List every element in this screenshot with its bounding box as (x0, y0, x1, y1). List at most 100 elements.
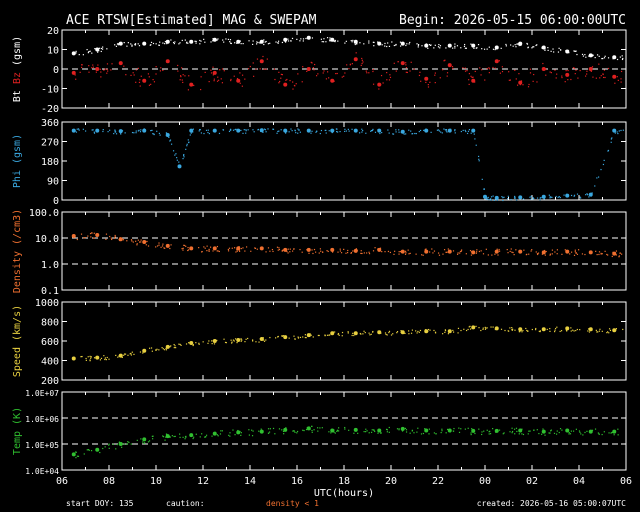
scatter-dot (292, 81, 294, 83)
scatter-dot (610, 141, 612, 143)
scatter-dot (228, 130, 231, 133)
scatter-dot (291, 37, 294, 40)
scatter-dot (592, 54, 594, 56)
scatter-dot (245, 129, 247, 131)
scatter-dot (339, 248, 341, 250)
scatter-dot (185, 42, 188, 44)
scatter-dot (384, 251, 386, 253)
scatter-dot (120, 133, 122, 135)
data-point (377, 428, 382, 433)
scatter-dot (332, 129, 335, 131)
scatter-dot (438, 43, 440, 46)
scatter-dot (140, 75, 142, 77)
scatter-dot (568, 52, 570, 54)
scatter-dot (476, 251, 478, 253)
scatter-dot (550, 430, 552, 432)
scatter-dot (444, 129, 447, 131)
scatter-dot (370, 333, 372, 335)
scatter-dot (595, 77, 597, 79)
scatter-dot (464, 70, 467, 72)
scatter-dot (408, 129, 410, 131)
scatter-dot (346, 64, 348, 66)
scatter-dot (444, 331, 446, 333)
scatter-dot (192, 437, 194, 440)
scatter-dot (347, 331, 349, 333)
scatter-dot (87, 52, 89, 54)
scatter-dot (508, 330, 510, 332)
scatter-dot (245, 338, 247, 340)
scatter-dot (75, 50, 77, 52)
scatter-dot (291, 250, 294, 252)
scatter-dot (551, 253, 553, 255)
scatter-dot (313, 429, 315, 431)
scatter-dot (444, 329, 446, 331)
scatter-dot (528, 83, 530, 86)
scatter-dot (230, 78, 232, 81)
scatter-dot (233, 75, 235, 77)
scatter-dot (88, 51, 90, 53)
scatter-dot (606, 332, 608, 334)
scatter-dot (285, 427, 287, 429)
scatter-dot (518, 73, 520, 75)
data-point (400, 41, 405, 46)
data-point (118, 41, 123, 46)
data-point (447, 428, 452, 433)
data-point (518, 41, 523, 46)
scatter-dot (568, 433, 570, 435)
scatter-dot (380, 74, 383, 77)
scatter-dot (173, 347, 175, 349)
y-tick-label: 0.1 (41, 286, 59, 297)
scatter-dot (581, 53, 584, 55)
scatter-dot (121, 356, 123, 358)
scatter-dot (123, 65, 125, 67)
scatter-dot (386, 429, 388, 431)
scatter-dot (468, 72, 471, 75)
scatter-dot (575, 329, 577, 332)
x-axis-label: UTC(hours) (314, 488, 374, 499)
scatter-dot (295, 132, 297, 134)
scatter-dot (488, 433, 490, 435)
scatter-dot (428, 428, 430, 430)
scatter-dot (417, 330, 419, 333)
scatter-dot (252, 129, 254, 131)
scatter-dot (297, 336, 299, 338)
scatter-dot (374, 247, 376, 249)
scatter-dot (251, 429, 253, 431)
scatter-dot (441, 132, 443, 134)
scatter-dot (187, 249, 190, 251)
scatter-dot (546, 328, 548, 331)
scatter-dot (106, 356, 108, 359)
scatter-dot (591, 55, 593, 57)
scatter-dot (475, 47, 477, 49)
data-point (494, 326, 499, 331)
scatter-dot (476, 47, 478, 49)
scatter-dot (514, 329, 516, 331)
scatter-dot (116, 43, 119, 45)
scatter-dot (544, 434, 546, 436)
scatter-dot (281, 335, 283, 337)
scatter-dot (334, 432, 336, 434)
scatter-dot (240, 43, 242, 45)
data-point (424, 43, 429, 48)
scatter-dot (576, 53, 578, 56)
scatter-dot (526, 253, 528, 255)
scatter-dot (469, 325, 471, 327)
scatter-dot (347, 128, 349, 130)
scatter-dot (556, 73, 558, 75)
scatter-dot (306, 70, 308, 72)
scatter-dot (486, 198, 488, 200)
scatter-dot (429, 44, 432, 47)
data-point (118, 61, 123, 66)
scatter-dot (297, 132, 299, 134)
scatter-dot (275, 41, 277, 43)
scatter-dot (187, 139, 189, 141)
scatter-dot (530, 250, 532, 252)
scatter-dot (235, 128, 237, 130)
scatter-dot (399, 45, 402, 47)
scatter-dot (520, 80, 523, 82)
scatter-dot (187, 249, 189, 252)
scatter-dot (441, 428, 443, 430)
scatter-dot (468, 83, 470, 86)
scatter-dot (140, 239, 142, 241)
scatter-dot (129, 353, 131, 355)
